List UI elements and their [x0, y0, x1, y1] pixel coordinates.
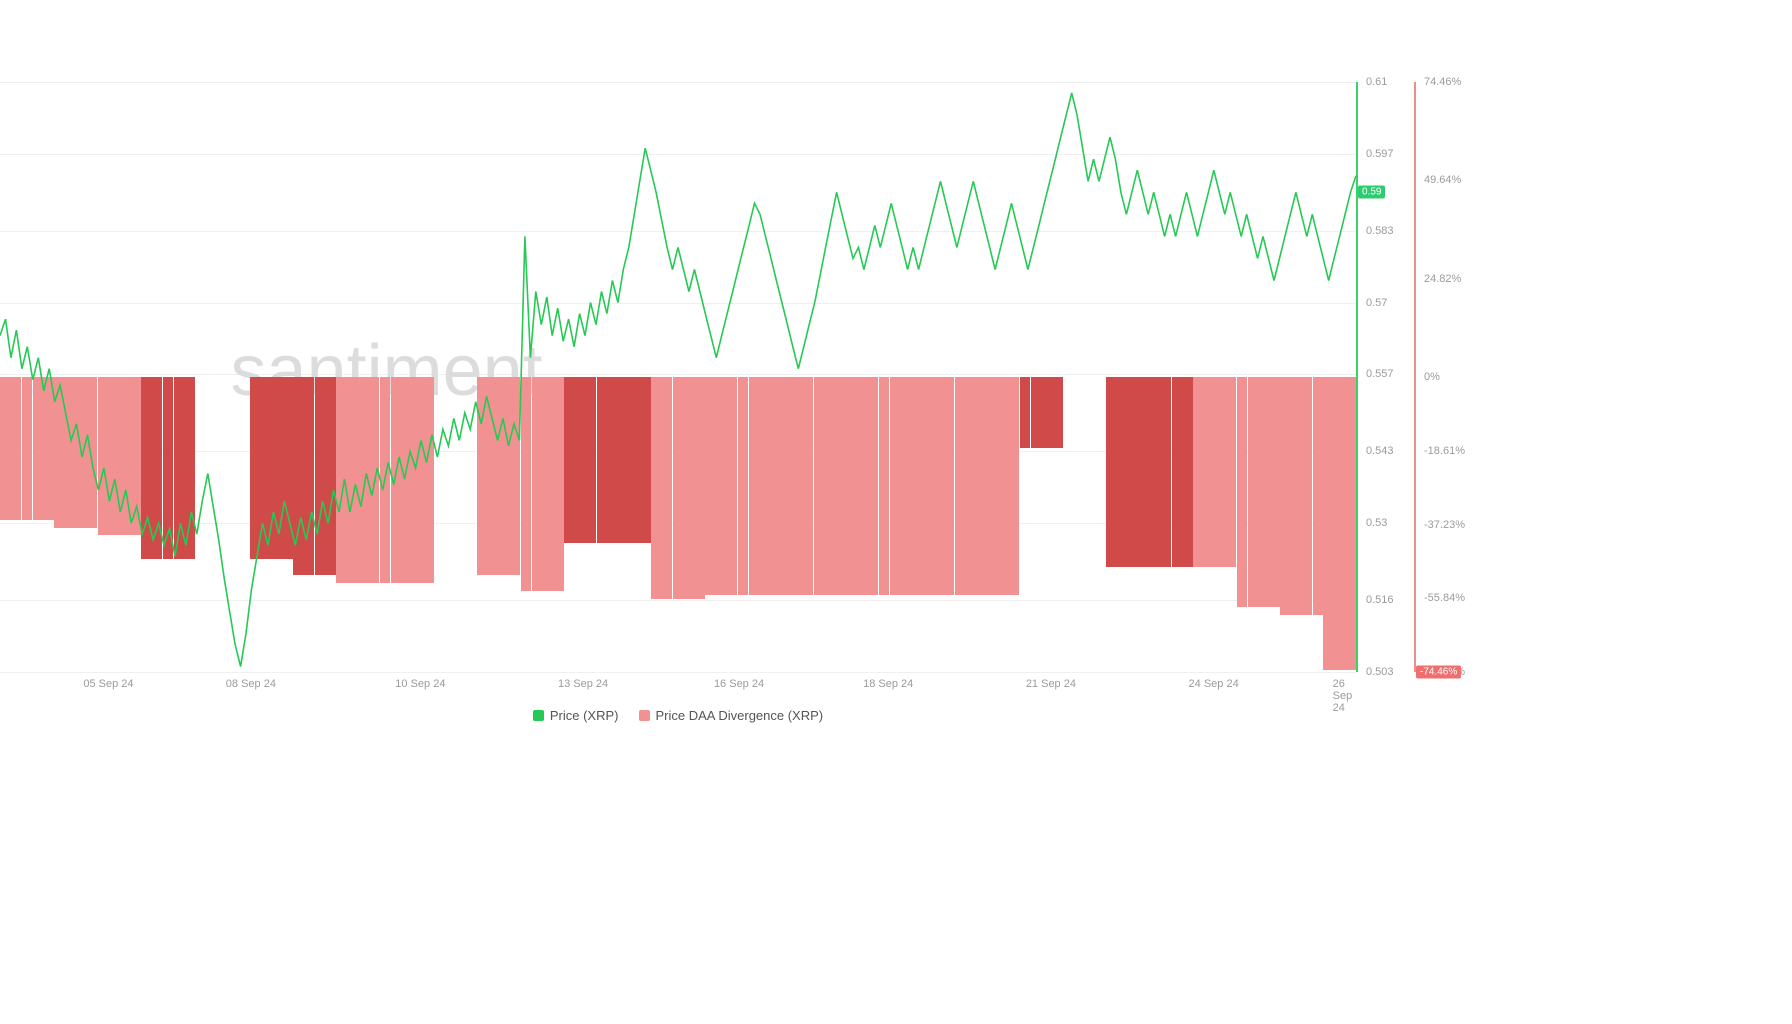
daa-axis: -74.46%-55.84%-37.23%-18.61%0%24.82%49.6… — [1414, 82, 1471, 672]
x-tick: 16 Sep 24 — [714, 678, 764, 690]
x-tick: 08 Sep 24 — [226, 678, 276, 690]
x-axis: 05 Sep 24 08 Sep 24 10 Sep 24 13 Sep 24 16 S… — [0, 674, 1356, 698]
chart-container: santiment 0.503 0.516 0.53 0.543 0.557 0.57 0.… — [0, 0, 1792, 1024]
price-tick: 0.57 — [1366, 297, 1387, 309]
legend-label: Price (XRP) — [550, 708, 619, 723]
price-tick: 0.53 — [1366, 517, 1387, 529]
legend-item: Price DAA Divergence (XRP) — [639, 708, 824, 723]
daa-tick: 24.82% — [1424, 273, 1461, 285]
x-tick: 24 Sep 24 — [1189, 678, 1239, 690]
price-tick: 0.583 — [1366, 225, 1394, 237]
price-tick: 0.61 — [1366, 76, 1387, 88]
x-tick: 05 Sep 24 — [83, 678, 133, 690]
legend-swatch — [639, 710, 650, 721]
daa-current-badge: -74.46% — [1416, 666, 1461, 679]
price-current-badge: 0.59 — [1358, 186, 1385, 199]
daa-tick: -18.61% — [1424, 445, 1465, 457]
price-axis: 0.5030.5160.530.5430.5570.570.5830.5970.… — [1356, 82, 1413, 672]
price-tick: 0.557 — [1366, 368, 1394, 380]
legend-label: Price DAA Divergence (XRP) — [656, 708, 824, 723]
x-tick: 13 Sep 24 — [558, 678, 608, 690]
price-tick: 0.597 — [1366, 148, 1394, 160]
daa-tick: -55.84% — [1424, 592, 1465, 604]
legend: Price (XRP) Price DAA Divergence (XRP) — [0, 708, 1356, 724]
daa-tick: 74.46% — [1424, 76, 1461, 88]
legend-swatch — [533, 710, 544, 721]
price-tick: 0.516 — [1366, 594, 1394, 606]
daa-tick: 0% — [1424, 371, 1440, 383]
price-tick: 0.543 — [1366, 445, 1394, 457]
price-line — [0, 82, 1356, 672]
x-tick: 10 Sep 24 — [395, 678, 445, 690]
x-tick: 21 Sep 24 — [1026, 678, 1076, 690]
daa-tick: -37.23% — [1424, 519, 1465, 531]
plot-area[interactable]: santiment — [0, 82, 1356, 672]
legend-item: Price (XRP) — [533, 708, 619, 723]
daa-tick: 49.64% — [1424, 174, 1461, 186]
price-tick: 0.503 — [1366, 666, 1394, 678]
x-tick: 18 Sep 24 — [863, 678, 913, 690]
